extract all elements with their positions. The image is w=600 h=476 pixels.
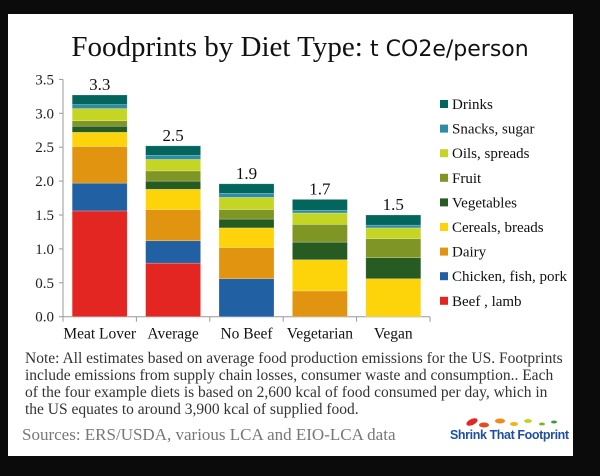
bar-segment-snacks-sugar xyxy=(292,209,348,214)
bar-segment-drinks xyxy=(145,145,201,156)
category-label: Meat Lover xyxy=(63,326,137,343)
shrink-that-footprint-logo: Shrink That Footprint xyxy=(450,412,570,448)
bar-segment-vegetables xyxy=(218,218,275,229)
title-unit: t CO2e/person xyxy=(370,37,529,62)
legend-label: Beef , lamb xyxy=(452,294,522,310)
footprints-logo-icon xyxy=(466,418,557,428)
legend-label: Dairy xyxy=(452,245,487,261)
bar-segment-cereals-breads xyxy=(218,227,275,248)
y-tick-label: 1.5 xyxy=(35,208,54,224)
bar-segment-snacks-sugar xyxy=(218,193,275,198)
legend-swatch xyxy=(440,272,448,281)
bar-segment-vegetables xyxy=(365,257,422,280)
bar-segment-dairy xyxy=(145,209,201,242)
bar-segment-dairy xyxy=(71,146,128,184)
category-label: Vegetarian xyxy=(287,326,354,343)
bar-segment-oils-spreads xyxy=(218,197,275,210)
y-tick-label: 2.5 xyxy=(35,140,54,156)
bar-segment-drinks xyxy=(292,199,348,211)
y-tick-label: 0.0 xyxy=(35,310,54,326)
legend-swatch xyxy=(440,247,448,256)
bar-segment-oils-spreads xyxy=(145,159,201,172)
legend-label: Cereals, breads xyxy=(452,220,544,236)
legend-swatch xyxy=(440,124,448,133)
bar-segment-drinks xyxy=(218,183,275,194)
bar-segment-snacks-sugar xyxy=(365,224,422,229)
bar-segment-cereals-breads xyxy=(71,131,128,147)
logo-text: Shrink That Footprint xyxy=(450,428,569,442)
total-label: 1.9 xyxy=(236,164,257,183)
bar-segment-vegetables xyxy=(145,180,201,190)
bar-segment-dairy xyxy=(218,247,275,280)
bar-segment-fruit xyxy=(218,209,275,220)
total-label: 3.3 xyxy=(89,75,110,94)
legend-swatch xyxy=(440,100,448,108)
bar-segment-beef-lamb xyxy=(145,262,201,318)
sources-text: Sources: ERS/USDA, various LCA and EIO-L… xyxy=(22,425,396,444)
legend-label: Vegetables xyxy=(452,195,517,211)
bar-segment-snacks-sugar xyxy=(71,104,128,109)
y-tick-label: 3.0 xyxy=(35,106,54,122)
legend-swatch xyxy=(440,223,448,231)
legend-label: Fruit xyxy=(452,171,482,187)
bar-segment-snacks-sugar xyxy=(145,155,201,160)
y-tick-label: 2.0 xyxy=(35,174,54,190)
bar-segment-fruit xyxy=(292,224,348,243)
legend-swatch xyxy=(440,173,448,182)
total-label: 1.5 xyxy=(383,195,404,214)
legend-label: Chicken, fish, pork xyxy=(452,269,567,285)
y-tick-label: 1.0 xyxy=(35,242,54,258)
bar-segment-fruit xyxy=(71,120,128,127)
chart-title: Foodprints by Diet Type: t CO2e/person xyxy=(71,31,528,63)
bar-segment-dairy xyxy=(292,290,348,318)
legend-label: Oils, spreads xyxy=(452,146,530,162)
total-label: 2.5 xyxy=(162,126,183,145)
bar-segment-chicken-fish-pork xyxy=(218,278,275,317)
bar-segment-beef-lamb xyxy=(71,210,128,318)
legend-swatch xyxy=(440,149,448,158)
bar-segment-oils-spreads xyxy=(71,108,128,122)
legend-swatch xyxy=(440,198,448,207)
category-label: Vegan xyxy=(374,326,413,343)
legend-label: Drinks xyxy=(452,97,493,113)
bar-segment-oils-spreads xyxy=(365,227,422,240)
bar-segment-cereals-breads xyxy=(145,188,201,210)
bar-segment-vegetables xyxy=(292,241,348,261)
y-tick-label: 3.5 xyxy=(35,72,54,88)
bar-segment-vegetables xyxy=(71,125,128,133)
bar-segment-drinks xyxy=(365,214,422,226)
chart-note: Note: All estimates based on average foo… xyxy=(25,350,563,418)
category-label: Average xyxy=(147,326,198,343)
bar-segment-fruit xyxy=(365,238,422,259)
legend-swatch xyxy=(440,296,448,305)
bar-segment-fruit xyxy=(145,170,201,182)
title-main: Foodprints by Diet Type: xyxy=(71,31,370,63)
bar-segment-oils-spreads xyxy=(292,212,348,225)
bar-segment-chicken-fish-pork xyxy=(71,182,128,212)
bar-segment-cereals-breads xyxy=(292,259,348,292)
total-label: 1.7 xyxy=(309,179,331,198)
bar-segment-chicken-fish-pork xyxy=(145,240,201,264)
category-label: No Beef xyxy=(220,326,273,343)
bar-segment-cereals-breads xyxy=(365,278,422,317)
y-tick-label: 0.5 xyxy=(35,276,54,292)
legend-label: Snacks, sugar xyxy=(452,122,535,138)
bar-segment-drinks xyxy=(71,94,128,105)
